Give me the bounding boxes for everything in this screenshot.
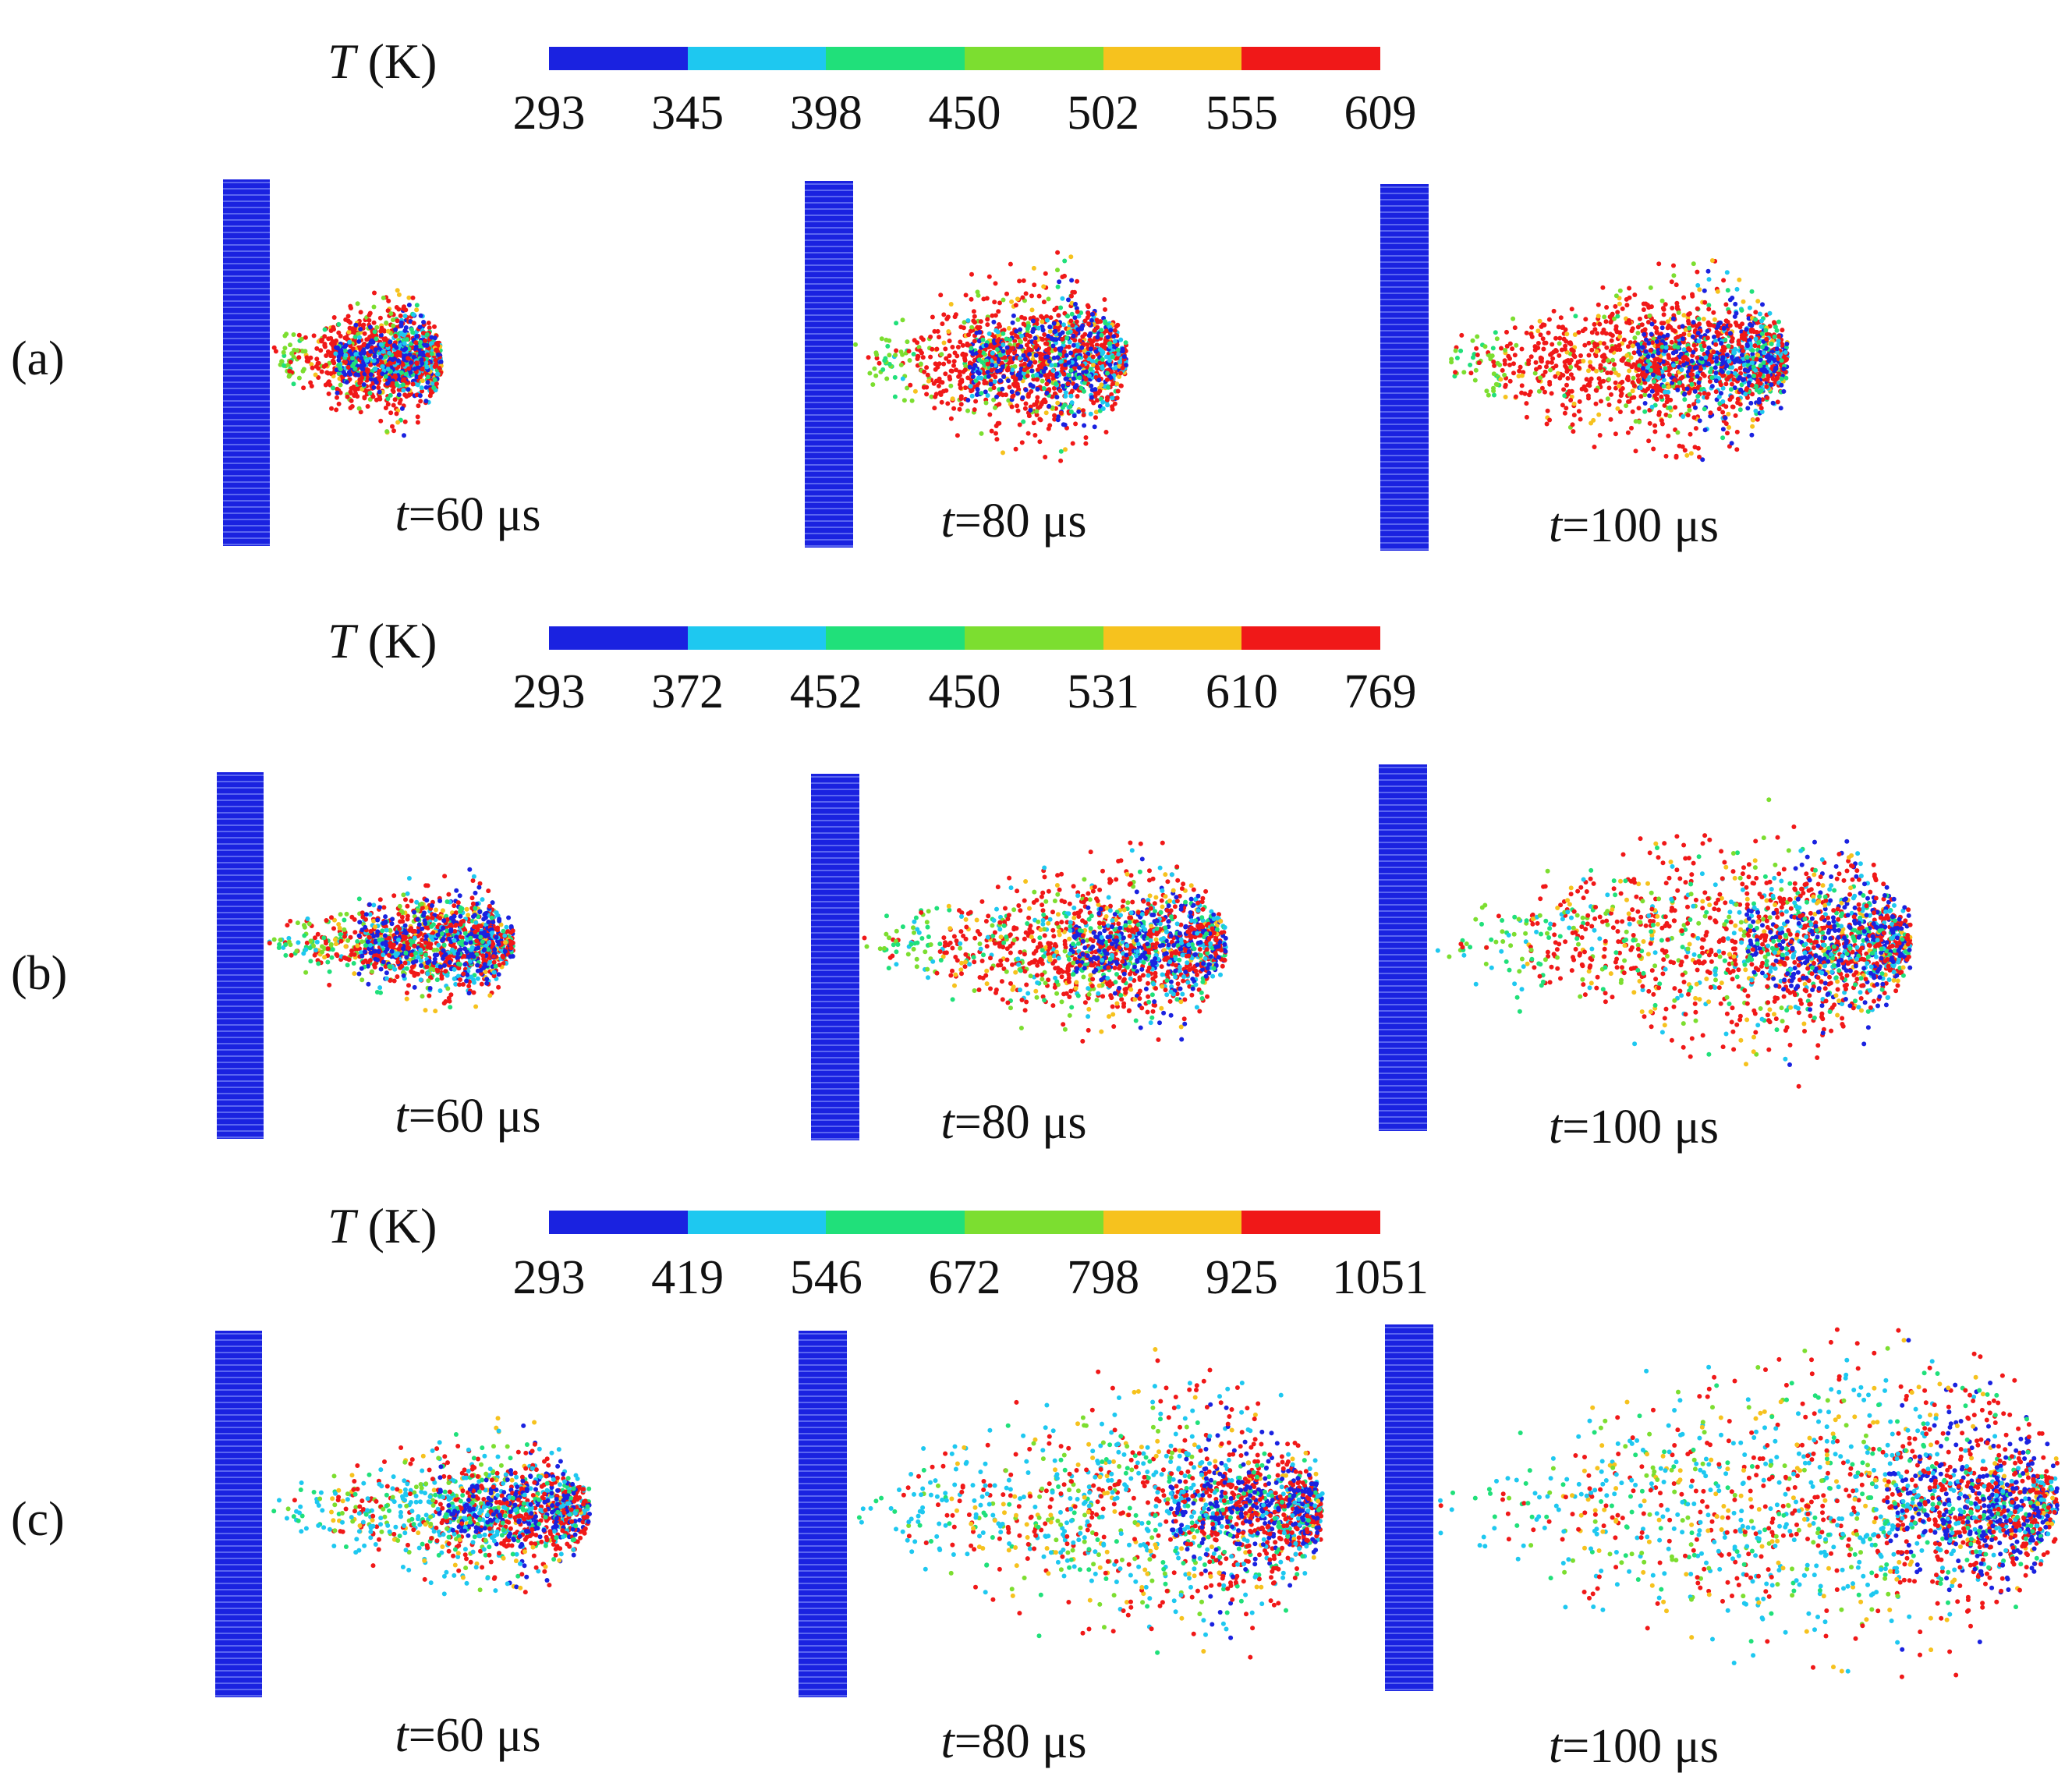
colorbar-tick: 925 — [1205, 1251, 1278, 1304]
target-plate — [1385, 1324, 1433, 1691]
colorbar-b — [549, 626, 1381, 650]
colorbar-symbol: T — [328, 34, 356, 89]
time-label-a-60: t=60 μs — [395, 488, 541, 541]
colorbar-ticks-b: 293 372 452 450 531 610 769 — [513, 665, 1417, 719]
time-label-b-100: t=100 μs — [1548, 1101, 1720, 1154]
colorbar-segment — [687, 1211, 827, 1234]
time-label-c-100: t=100 μs — [1548, 1720, 1720, 1773]
colorbar-tick: 769 — [1344, 665, 1417, 718]
debris-cloud-panel-c-80 — [799, 1331, 1325, 1697]
colorbar-tick: 610 — [1205, 665, 1278, 718]
colorbar-tick: 555 — [1205, 87, 1278, 140]
debris-cloud-panel-b-80 — [811, 774, 1228, 1140]
debris-particles — [267, 867, 515, 1014]
colorbar-segment — [826, 47, 965, 70]
colorbar-title-a: T (K) — [328, 33, 437, 90]
debris-particles — [856, 1347, 1325, 1660]
row-label-c: (c) — [11, 1493, 65, 1546]
colorbar-tick: 450 — [928, 87, 1001, 140]
colorbar-ticks-a: 293 345 398 450 502 555 609 — [513, 86, 1417, 140]
target-plate — [1380, 184, 1429, 551]
colorbar-tick: 450 — [928, 665, 1001, 718]
colorbar-symbol: T — [328, 1198, 356, 1253]
debris-particles — [271, 288, 444, 438]
colorbar-tick: 419 — [651, 1251, 724, 1304]
colorbar-segment — [549, 1211, 688, 1234]
target-plate — [217, 772, 264, 1139]
debris-cloud-panel-a-60 — [223, 179, 444, 546]
colorbar-segment — [687, 626, 827, 650]
colorbar-tick: 398 — [789, 87, 862, 140]
target-plate — [1379, 764, 1427, 1131]
colorbar-segment — [1103, 626, 1242, 650]
debris-particles — [853, 250, 1128, 463]
colorbar-segment — [549, 47, 688, 70]
colorbar-tick: 609 — [1344, 87, 1417, 140]
colorbar-segment — [1241, 626, 1381, 650]
colorbar-title-c: T (K) — [328, 1197, 437, 1255]
time-label-a-80: t=80 μs — [940, 495, 1087, 548]
colorbar-segment — [965, 47, 1103, 70]
colorbar-tick: 372 — [651, 665, 724, 718]
target-plate — [223, 179, 270, 546]
target-plate — [805, 181, 853, 548]
row-label-b: (b) — [11, 947, 68, 1000]
colorbar-tick: 293 — [512, 665, 586, 718]
debris-cloud-panel-a-80 — [805, 181, 1128, 548]
colorbar-segment — [1241, 47, 1381, 70]
colorbar-tick: 672 — [928, 1251, 1001, 1304]
time-label-b-80: t=80 μs — [940, 1096, 1087, 1149]
time-label-c-80: t=80 μs — [940, 1715, 1087, 1768]
colorbar-tick: 293 — [512, 1251, 586, 1304]
colorbar-tick: 1051 — [1332, 1251, 1429, 1304]
colorbar-tick: 293 — [512, 87, 586, 140]
debris-cloud-panel-c-100 — [1385, 1324, 2060, 1691]
colorbar-a — [549, 47, 1381, 70]
time-label-c-60: t=60 μs — [395, 1709, 541, 1762]
time-label-b-60: t=60 μs — [395, 1090, 541, 1143]
colorbar-segment — [826, 626, 965, 650]
colorbar-title-b: T (K) — [328, 612, 437, 670]
colorbar-tick: 798 — [1067, 1251, 1140, 1304]
colorbar-tick: 452 — [789, 665, 862, 718]
debris-cloud-panel-b-100 — [1379, 764, 1913, 1131]
row-label-a: (a) — [11, 332, 65, 385]
colorbar-unit: (K) — [355, 613, 437, 668]
colorbar-ticks-c: 293 419 546 672 798 925 1051 — [513, 1250, 1429, 1305]
colorbar-symbol: T — [328, 613, 356, 668]
colorbar-tick: 502 — [1067, 87, 1140, 140]
debris-particles — [271, 1416, 592, 1597]
debris-cloud-panel-c-60 — [215, 1331, 592, 1697]
colorbar-tick: 546 — [789, 1251, 862, 1304]
colorbar-segment — [965, 1211, 1103, 1234]
time-label-a-100: t=100 μs — [1548, 499, 1720, 552]
debris-cloud-panel-b-60 — [217, 772, 515, 1139]
colorbar-c — [549, 1211, 1381, 1234]
debris-particles — [862, 840, 1228, 1044]
colorbar-segment — [687, 47, 827, 70]
colorbar-segment — [549, 626, 688, 650]
colorbar-segment — [1103, 47, 1242, 70]
colorbar-segment — [1103, 1211, 1242, 1234]
colorbar-tick: 531 — [1067, 665, 1140, 718]
debris-particles — [1449, 258, 1790, 463]
colorbar-segment — [826, 1211, 965, 1234]
debris-cloud-panel-a-100 — [1380, 184, 1790, 551]
colorbar-segment — [965, 626, 1103, 650]
colorbar-unit: (K) — [355, 34, 437, 89]
debris-particles — [1438, 1327, 2060, 1679]
colorbar-unit: (K) — [355, 1198, 437, 1253]
colorbar-tick: 345 — [651, 87, 724, 140]
colorbar-segment — [1241, 1211, 1381, 1234]
debris-particles — [1435, 797, 1913, 1089]
target-plate — [215, 1331, 262, 1697]
target-plate — [799, 1331, 847, 1697]
target-plate — [811, 774, 859, 1140]
